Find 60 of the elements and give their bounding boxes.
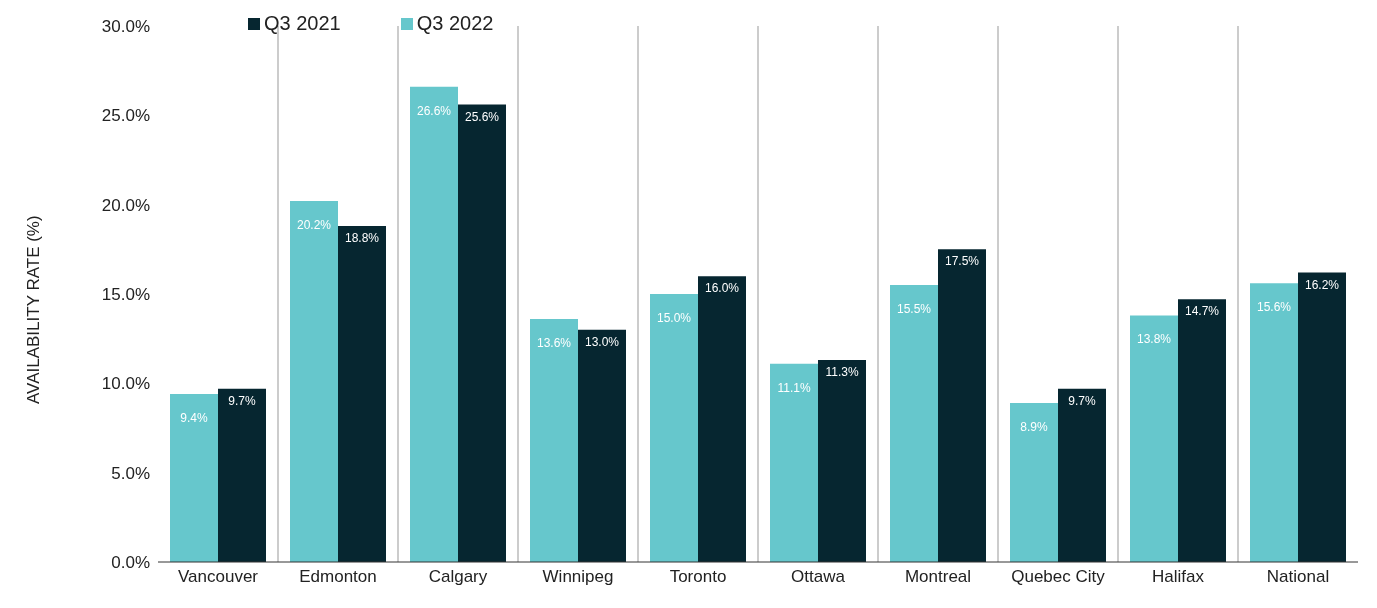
y-tick-label: 30.0%	[101, 17, 150, 37]
y-axis-title: AVAILABILITY RATE (%)	[24, 215, 44, 404]
bar	[170, 394, 218, 562]
x-tick-label: Calgary	[428, 567, 488, 587]
bar	[218, 388, 266, 562]
data-label: 25.6%	[464, 109, 500, 124]
bar	[290, 201, 338, 562]
x-tick-label: Quebec City	[1011, 567, 1106, 587]
data-label: 11.1%	[777, 380, 811, 395]
bar	[650, 294, 698, 562]
bar	[1250, 283, 1298, 562]
y-tick-label: 15.0%	[101, 285, 150, 305]
bar	[1010, 402, 1058, 562]
bar	[890, 285, 938, 562]
y-tick-label: 5.0%	[111, 463, 150, 483]
data-label: 9.7%	[1068, 393, 1096, 408]
y-tick-label: 25.0%	[101, 106, 150, 126]
data-label: 8.9%	[1020, 419, 1048, 434]
data-label: 13.6%	[536, 336, 572, 351]
x-tick-label: Halifax	[1152, 567, 1205, 587]
data-label: 11.3%	[825, 365, 859, 380]
data-label: 13.0%	[584, 334, 620, 349]
data-label: 20.2%	[296, 218, 332, 233]
data-label: 16.0%	[704, 281, 740, 296]
x-tick-label: Winnipeg	[542, 567, 614, 587]
data-label: 14.7%	[1184, 304, 1220, 319]
bar	[818, 360, 866, 562]
legend-label: Q3 2021	[264, 12, 341, 35]
x-tick-label: Edmonton	[299, 567, 377, 587]
y-tick-label: 0.0%	[111, 553, 150, 573]
data-label: 15.0%	[656, 311, 692, 325]
data-label: 15.6%	[1256, 300, 1292, 315]
data-label: 18.8%	[344, 231, 380, 246]
data-label: 9.4%	[180, 411, 208, 426]
bar	[1298, 272, 1346, 562]
y-tick-label: 10.0%	[101, 374, 150, 394]
bar	[530, 319, 578, 562]
bar	[1130, 315, 1178, 562]
data-label: 9.7%	[228, 393, 256, 408]
data-label: 15.5%	[896, 302, 932, 317]
legend-label: Q3 2022	[416, 12, 494, 35]
bar	[1058, 388, 1106, 562]
x-tick-label: Montreal	[904, 567, 972, 587]
x-tick-label: Toronto	[669, 567, 727, 587]
data-label: 13.8%	[1136, 332, 1172, 347]
bar	[578, 329, 626, 562]
bar	[938, 249, 986, 562]
bar	[1178, 299, 1226, 562]
bar	[698, 276, 746, 562]
data-label: 26.6%	[416, 103, 452, 118]
bar	[410, 86, 458, 562]
bar	[770, 363, 818, 562]
x-tick-label: Ottawa	[791, 567, 846, 587]
x-tick-label: Vancouver	[177, 567, 259, 587]
bar	[338, 226, 386, 562]
data-label: 17.5%	[944, 254, 980, 269]
bar	[458, 104, 506, 562]
y-tick-label: 20.0%	[101, 195, 150, 215]
data-label: 16.2%	[1304, 277, 1340, 292]
x-tick-label: National	[1266, 567, 1330, 587]
